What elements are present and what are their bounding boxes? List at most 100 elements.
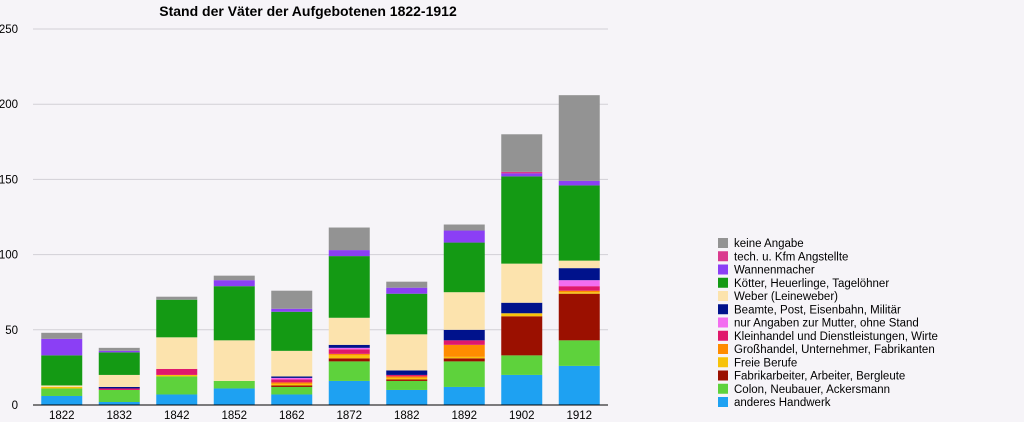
x-tick-label: 1912 [566,410,592,422]
bar-segment [386,376,428,378]
bar-segment [501,302,543,314]
legend-swatch [718,357,728,368]
legend-swatch [718,304,728,315]
legend-label: Kleinhandel und Dienstleistungen, Wirte [734,331,938,343]
legend-swatch [718,370,728,381]
bar-segment [41,395,83,405]
bar-segment [98,388,140,390]
bar-segment [328,353,370,356]
x-axis-ticks: 1822 1832 1842 1852 1862 1872 1882 1892 1902 1912 [49,410,592,422]
legend-swatch [718,291,728,301]
bar-segment [443,329,485,341]
legend-label: anderes Handwerk [734,397,831,409]
x-tick-label: 1892 [451,410,477,422]
bar-segment [271,385,313,387]
bar-segment [41,332,83,339]
bar-segment [156,374,198,377]
bar-segment [501,313,543,317]
bar-segment [386,334,428,371]
x-tick-label: 1852 [221,410,247,422]
bar-segment [98,389,140,402]
bar-segment [443,356,485,359]
bar-segment [443,386,485,405]
bar-segment [328,349,370,354]
bar-segment [443,344,485,357]
bar-segment [271,377,313,380]
bar-segment [501,316,543,356]
bar-segment [386,379,428,381]
y-tick-label: 150 [0,174,18,186]
bar-segment [213,388,255,405]
bar-segment [558,365,600,405]
bar-segment [501,176,543,264]
bar-segment [328,250,370,257]
bar-segment [386,370,428,375]
legend-swatch [718,330,728,341]
x-tick-label: 1862 [279,410,305,422]
bar-segment [501,134,543,172]
bars [41,95,600,405]
bar-segment [98,350,140,353]
bar-segment [98,386,140,389]
x-tick-label: 1832 [106,410,132,422]
bar-segment [558,268,600,281]
bar-segment [501,355,543,375]
legend-swatch [718,317,728,328]
y-tick-label: 250 [0,24,18,36]
bar-segment [213,275,255,281]
x-tick-label: 1882 [394,410,420,422]
bar-segment [271,311,313,351]
bar-segment [271,308,313,312]
bar-segment [328,344,370,348]
legend-swatch [718,264,728,275]
bar-segment [41,385,83,387]
bar-segment [558,280,600,287]
legend-swatch [718,397,728,407]
bar-segment [271,376,313,378]
bar-segment [558,293,600,341]
bar-segment [98,401,140,405]
x-tick-label: 1902 [509,410,535,422]
bar-segment [558,290,600,293]
bar-segment [443,340,485,345]
bar-segment [328,361,370,381]
bar-segment [156,299,198,338]
bar-segment [328,317,370,345]
bar-segment [328,355,370,359]
chart-title: Stand der Väter der Aufgebotenen 1822-19… [159,3,457,19]
bar-segment [443,242,485,293]
bar-segment [156,376,198,395]
bar-segment [98,347,140,351]
bar-segment [41,388,83,396]
bar-segment [558,185,600,261]
bar-segment [213,340,255,381]
bar-segment [156,337,198,369]
bar-segment [271,379,313,383]
bar-segment [386,380,428,390]
bar-segment [328,347,370,350]
y-tick-label: 100 [0,250,18,262]
bar-segment [386,293,428,335]
bar-segment [328,256,370,318]
legend-label: Kötter, Heuerlinge, Tagelöhner [734,278,889,290]
bar-segment [41,338,83,356]
bar-segment [386,377,428,380]
bar-segment [386,287,428,294]
bar-segment [443,361,485,387]
bar-segment [328,380,370,405]
legend-label: tech. u. Kfm Angstellte [734,251,848,263]
bar-segment [213,380,255,389]
legend-swatch [718,344,728,354]
bar-segment [558,95,600,181]
bar-segment [558,260,600,269]
bar-segment [328,358,370,362]
bar-segment [156,296,198,300]
legend-label: Colon, Neubauer, Ackersmann [734,384,890,396]
legend-swatch [718,277,728,288]
legend-label: Freie Berufe [734,357,797,369]
bar-segment [501,171,543,174]
bar-segment [443,292,485,330]
bar-segment [98,352,140,375]
